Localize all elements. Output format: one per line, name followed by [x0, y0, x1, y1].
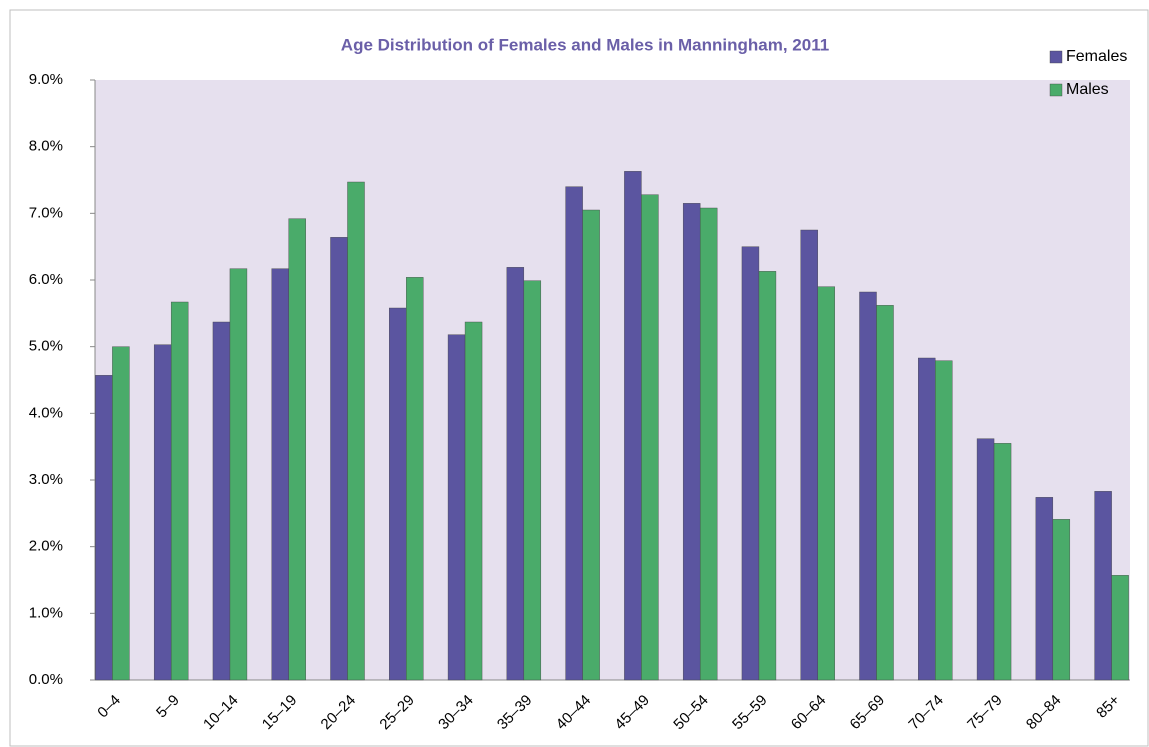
- x-tick-label: 75–79: [964, 692, 1006, 734]
- legend-label: Females: [1066, 48, 1127, 65]
- bar: [95, 375, 113, 681]
- bar: [1035, 497, 1054, 681]
- bar: [624, 171, 642, 681]
- bar: [800, 229, 818, 681]
- bar: [976, 438, 995, 681]
- plot-area: [95, 80, 1130, 680]
- x-tick-label: 85+: [1093, 691, 1123, 721]
- x-tick-label: 35–39: [494, 692, 536, 734]
- bar: [699, 207, 718, 681]
- bar: [918, 357, 936, 681]
- bar: [347, 181, 365, 681]
- bar: [682, 203, 701, 681]
- x-tick-label: 50–54: [670, 692, 712, 734]
- y-tick-label: 4.0%: [29, 404, 63, 421]
- bar: [330, 237, 348, 681]
- chart-frame: [9, 9, 1149, 747]
- x-tick-label: 5–9: [153, 692, 183, 722]
- bar: [506, 267, 525, 681]
- bar: [565, 186, 583, 681]
- bar: [817, 286, 835, 681]
- bar: [523, 280, 542, 681]
- y-tick-label: 5.0%: [29, 338, 63, 355]
- x-tick-label: 60–64: [788, 692, 830, 734]
- bar: [993, 443, 1012, 681]
- x-tick-label: 20–24: [318, 692, 360, 734]
- bar: [1052, 519, 1071, 681]
- bar: [406, 277, 424, 681]
- y-tick-label: 3.0%: [29, 471, 63, 488]
- bar: [935, 360, 953, 681]
- legend-swatch: [1049, 50, 1063, 64]
- x-tick-label: 30–34: [435, 692, 477, 734]
- bar: [641, 194, 659, 681]
- bar: [582, 209, 600, 681]
- bar: [153, 344, 172, 681]
- x-tick-label: 65–69: [847, 692, 889, 734]
- y-tick-label: 7.0%: [29, 204, 63, 221]
- y-tick-label: 2.0%: [29, 538, 63, 555]
- bar: [212, 321, 231, 681]
- x-tick-label: 55–59: [729, 692, 771, 734]
- bar: [464, 321, 483, 681]
- bar: [112, 346, 130, 681]
- bar: [170, 301, 189, 681]
- x-tick-label: 45–49: [612, 692, 654, 734]
- bar: [1094, 491, 1112, 681]
- legend-label: Males: [1066, 81, 1109, 98]
- x-tick-label: 15–19: [259, 692, 301, 734]
- bar: [1111, 575, 1129, 681]
- legend-swatch: [1049, 83, 1063, 97]
- y-tick-label: 9.0%: [29, 71, 63, 88]
- bar: [271, 268, 289, 681]
- bar: [389, 307, 407, 681]
- bar: [859, 291, 877, 681]
- x-tick-label: 40–44: [553, 692, 595, 734]
- y-tick-label: 6.0%: [29, 271, 63, 288]
- bar: [741, 246, 760, 681]
- y-tick-label: 8.0%: [29, 138, 63, 155]
- y-tick-label: 0.0%: [29, 671, 63, 688]
- bar: [758, 271, 777, 681]
- x-tick-label: 10–14: [200, 692, 242, 734]
- chart-title: Age Distribution of Females and Males in…: [341, 35, 829, 54]
- x-tick-label: 80–84: [1023, 692, 1065, 734]
- bar: [229, 268, 248, 681]
- x-tick-label: 25–29: [376, 692, 418, 734]
- bar: [876, 305, 894, 681]
- bar: [288, 218, 306, 681]
- y-tick-label: 1.0%: [29, 604, 63, 621]
- bar: [447, 334, 466, 681]
- x-tick-label: 0–4: [94, 692, 124, 722]
- x-tick-label: 70–74: [905, 692, 947, 734]
